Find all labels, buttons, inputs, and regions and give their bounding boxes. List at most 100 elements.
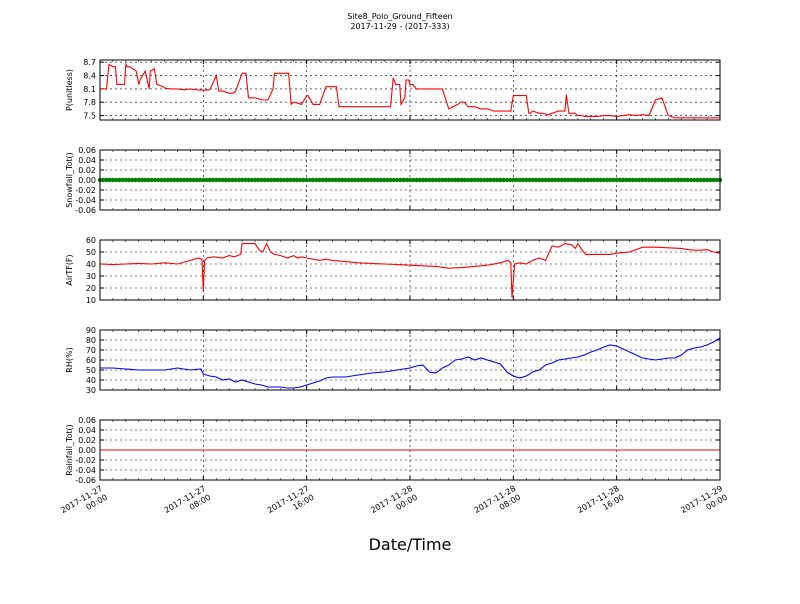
data-point <box>136 177 141 183</box>
data-point <box>123 177 128 183</box>
data-point <box>662 177 668 183</box>
data-point <box>146 177 151 183</box>
y-axis-label: RH(%) <box>65 347 74 372</box>
y-axis-label: Snowfall_Tot() <box>65 152 74 208</box>
data-point <box>223 177 229 183</box>
y-tick-label: 60 <box>86 356 96 365</box>
data-point <box>197 177 203 183</box>
data-point <box>582 177 587 183</box>
chart-title: Site8_Polo_Ground_Fifteen <box>347 12 452 21</box>
x-tick-label: 2017-11-2708:00 <box>163 484 213 524</box>
y-tick-label: 0.06 <box>78 416 96 425</box>
data-point <box>553 177 558 183</box>
panel-2: 0.060.040.020.00-0.02-0.04-0.06Snowfall_… <box>65 146 723 215</box>
data-point <box>314 177 319 183</box>
data-point <box>543 177 548 183</box>
data-point <box>469 177 474 183</box>
x-tick-label: 2017-11-2816:00 <box>576 484 626 524</box>
data-point <box>575 177 581 183</box>
data-point <box>246 177 251 183</box>
data-point <box>333 177 338 183</box>
data-point <box>281 177 287 183</box>
data-point <box>382 177 387 183</box>
data-point <box>456 177 461 183</box>
data-point <box>301 177 306 183</box>
data-point <box>227 177 232 183</box>
series-line-1 <box>100 62 720 119</box>
data-point <box>585 177 590 183</box>
data-point <box>556 177 561 183</box>
y-tick-label: 0.06 <box>78 146 96 155</box>
data-point <box>614 177 619 183</box>
data-point <box>501 177 506 183</box>
data-point <box>714 177 719 183</box>
data-point <box>453 177 458 183</box>
data-point <box>259 177 264 183</box>
y-tick-label: -0.04 <box>75 196 96 205</box>
data-point <box>598 177 603 183</box>
data-point <box>669 177 674 183</box>
data-point <box>446 177 451 183</box>
data-point <box>491 177 497 183</box>
data-point <box>672 177 677 183</box>
data-point <box>249 177 254 183</box>
data-point <box>352 177 358 183</box>
panels: 8.78.48.17.87.5P(unitless)0.060.040.020.… <box>65 58 723 485</box>
data-point <box>369 177 374 183</box>
y-tick-label: 60 <box>86 236 96 245</box>
data-point <box>362 177 367 183</box>
plot-frame <box>99 329 721 391</box>
y-tick-label: 90 <box>86 326 96 335</box>
data-point <box>336 177 342 183</box>
data-point <box>566 177 571 183</box>
data-point <box>159 177 164 183</box>
data-point <box>624 177 629 183</box>
data-point <box>666 177 671 183</box>
series-points-2 <box>97 177 723 183</box>
x-tick-label: 2017-11-2900:00 <box>679 484 729 524</box>
data-point <box>117 177 122 183</box>
data-point <box>414 177 419 183</box>
data-point <box>488 177 493 183</box>
y-tick-label: -0.02 <box>75 456 96 465</box>
data-point <box>549 177 555 183</box>
y-tick-label: 50 <box>86 366 96 375</box>
data-point <box>640 177 645 183</box>
data-point <box>288 177 293 183</box>
data-point <box>268 177 274 183</box>
y-tick-label: 0.00 <box>78 446 96 455</box>
y-tick-label: 0.04 <box>78 156 96 165</box>
data-point <box>210 177 216 183</box>
data-point <box>162 177 167 183</box>
data-point <box>310 177 316 183</box>
data-point <box>252 177 258 183</box>
data-point <box>130 177 135 183</box>
data-point <box>569 177 574 183</box>
data-point <box>165 177 170 183</box>
data-point <box>110 177 116 183</box>
data-point <box>485 177 490 183</box>
series-line-4 <box>100 337 720 389</box>
y-tick-label: 70 <box>86 346 96 355</box>
y-tick-label: 20 <box>86 284 96 293</box>
data-point <box>285 177 290 183</box>
data-point <box>611 177 616 183</box>
data-point <box>646 177 652 183</box>
data-point <box>433 177 438 183</box>
data-point <box>562 177 568 183</box>
data-point <box>149 177 154 183</box>
y-tick-label: 80 <box>86 336 96 345</box>
data-point <box>420 177 426 183</box>
data-point <box>462 177 468 183</box>
data-point <box>262 177 267 183</box>
x-tick-label: 2017-11-2800:00 <box>369 484 419 524</box>
data-point <box>375 177 380 183</box>
data-point <box>630 177 635 183</box>
data-point <box>546 177 552 183</box>
data-point <box>517 177 522 183</box>
data-point <box>449 177 455 183</box>
data-point <box>356 177 361 183</box>
data-point <box>401 177 406 183</box>
data-point <box>155 177 161 183</box>
y-tick-label: 7.8 <box>83 98 96 107</box>
